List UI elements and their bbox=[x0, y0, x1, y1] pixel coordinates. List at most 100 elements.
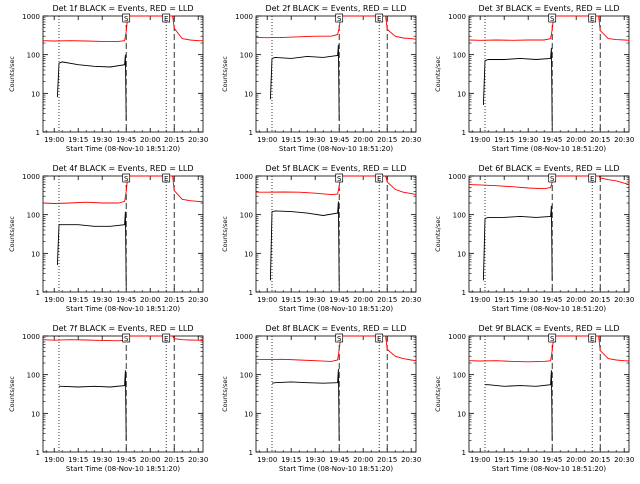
x-tick-label: 19:00 bbox=[44, 456, 64, 464]
x-tick-label: 19:15 bbox=[494, 136, 514, 144]
marker-label: S bbox=[550, 15, 555, 23]
y-tick-label: 1 bbox=[36, 289, 40, 297]
y-tick-label: 1 bbox=[36, 129, 40, 137]
x-axis-title: Start Time (08-Nov-10 18:51:20) bbox=[66, 305, 180, 313]
y-axis-title: Counts/sec bbox=[221, 376, 229, 412]
plot-frame bbox=[42, 175, 204, 293]
y-tick-label: 1000 bbox=[448, 13, 466, 21]
panel-det-4: Det 4f BLACK = Events, RED = LLD 1 10 100 10… bbox=[8, 164, 208, 313]
y-tick-label: 10 bbox=[31, 90, 40, 98]
events-series-line bbox=[56, 54, 127, 121]
panel-det-8: Det 8f BLACK = Events, RED = LLD 1 10 100 10… bbox=[221, 324, 421, 473]
lld-series-line bbox=[256, 175, 417, 196]
x-tick-label: 20:15 bbox=[377, 296, 397, 304]
x-tick-label: 19:30 bbox=[518, 296, 538, 304]
x-tick-label: 19:30 bbox=[305, 456, 325, 464]
y-axis-title: Counts/sec bbox=[8, 56, 16, 92]
x-tick-label: 19:15 bbox=[281, 296, 301, 304]
plot-frame bbox=[468, 175, 630, 293]
y-tick-label: 100 bbox=[240, 52, 253, 60]
marker-label: E bbox=[590, 175, 594, 183]
x-tick-label: 19:45 bbox=[329, 136, 349, 144]
marker-label: S bbox=[124, 335, 129, 343]
x-tick-label: 19:15 bbox=[68, 456, 88, 464]
panel-det-5: Det 5f BLACK = Events, RED = LLD 1 10 100 10… bbox=[221, 164, 421, 313]
x-tick-label: 19:45 bbox=[542, 456, 562, 464]
x-axis-title: Start Time (08-Nov-10 18:51:20) bbox=[279, 465, 393, 473]
x-tick-label: 19:15 bbox=[494, 296, 514, 304]
x-tick-label: 19:00 bbox=[257, 136, 277, 144]
marker-label: S bbox=[337, 335, 342, 343]
marker-box bbox=[122, 13, 131, 23]
y-tick-label: 10 bbox=[457, 410, 466, 418]
x-tick-label: 19:30 bbox=[305, 136, 325, 144]
y-tick-label: 10 bbox=[457, 90, 466, 98]
y-tick-label: 10 bbox=[244, 410, 253, 418]
x-axis-title: Start Time (08-Nov-10 18:51:20) bbox=[66, 145, 180, 153]
marker-label: S bbox=[337, 15, 342, 23]
x-tick-label: 19:15 bbox=[494, 456, 514, 464]
marker-label: S bbox=[124, 175, 129, 183]
marker-label: E bbox=[377, 15, 381, 23]
x-tick-label: 20:00 bbox=[566, 456, 586, 464]
marker-box bbox=[375, 333, 384, 343]
marker-label: E bbox=[164, 15, 168, 23]
marker-label: E bbox=[377, 335, 381, 343]
plot-frame bbox=[42, 15, 204, 133]
plot-frame bbox=[255, 175, 417, 293]
marker-box bbox=[588, 13, 597, 23]
y-tick-label: 10 bbox=[244, 250, 253, 258]
y-tick-label: 100 bbox=[453, 52, 466, 60]
panel-title: Det 6f BLACK = Events, RED = LLD bbox=[478, 164, 619, 173]
marker-box bbox=[375, 13, 384, 23]
y-tick-label: 1000 bbox=[22, 13, 40, 21]
y-tick-label: 100 bbox=[453, 372, 466, 380]
x-tick-label: 19:00 bbox=[470, 136, 490, 144]
x-tick-label: 20:15 bbox=[377, 456, 397, 464]
x-tick-label: 19:15 bbox=[68, 136, 88, 144]
marker-label: S bbox=[550, 335, 555, 343]
x-tick-label: 19:00 bbox=[257, 296, 277, 304]
y-tick-label: 1 bbox=[36, 449, 40, 457]
x-tick-label: 20:15 bbox=[164, 296, 184, 304]
x-tick-label: 19:45 bbox=[329, 456, 349, 464]
marker-box bbox=[122, 333, 131, 343]
marker-label: S bbox=[337, 175, 342, 183]
plot-frame bbox=[468, 15, 630, 133]
panel-det-3: Det 3f BLACK = Events, RED = LLD 1 10 100 10… bbox=[434, 4, 634, 153]
y-tick-label: 1 bbox=[249, 289, 253, 297]
y-tick-label: 1000 bbox=[235, 173, 253, 181]
x-tick-label: 20:00 bbox=[353, 296, 373, 304]
x-tick-label: 20:15 bbox=[590, 296, 610, 304]
x-axis-title: Start Time (08-Nov-10 18:51:20) bbox=[492, 145, 606, 153]
marker-label: E bbox=[590, 15, 594, 23]
lld-series-line bbox=[255, 15, 417, 40]
events-series-line bbox=[269, 201, 340, 286]
y-tick-label: 10 bbox=[457, 250, 466, 258]
x-tick-label: 20:00 bbox=[140, 296, 160, 304]
y-tick-label: 1 bbox=[462, 449, 466, 457]
x-tick-label: 20:30 bbox=[614, 456, 634, 464]
x-tick-label: 19:30 bbox=[92, 296, 112, 304]
x-tick-label: 20:00 bbox=[353, 136, 373, 144]
x-tick-label: 19:30 bbox=[92, 136, 112, 144]
marker-box bbox=[122, 173, 131, 183]
y-tick-label: 1000 bbox=[448, 333, 466, 341]
x-tick-label: 19:30 bbox=[518, 136, 538, 144]
panel-title: Det 1f BLACK = Events, RED = LLD bbox=[52, 4, 193, 13]
panel-title: Det 7f BLACK = Events, RED = LLD bbox=[52, 324, 193, 333]
y-tick-label: 1000 bbox=[22, 333, 40, 341]
x-tick-label: 19:30 bbox=[518, 456, 538, 464]
panel-title: Det 5f BLACK = Events, RED = LLD bbox=[265, 164, 406, 173]
events-series-line bbox=[269, 44, 340, 121]
events-series-line bbox=[482, 47, 553, 126]
x-tick-label: 20:00 bbox=[566, 296, 586, 304]
y-tick-label: 100 bbox=[27, 52, 40, 60]
lld-series-line bbox=[255, 335, 417, 362]
lld-series-line bbox=[42, 15, 203, 42]
x-tick-label: 19:00 bbox=[470, 456, 490, 464]
events-series-line bbox=[271, 368, 340, 441]
x-tick-label: 19:45 bbox=[116, 136, 136, 144]
panel-det-2: Det 2f BLACK = Events, RED = LLD 1 10 100 10… bbox=[221, 4, 421, 153]
x-tick-label: 19:00 bbox=[257, 456, 277, 464]
